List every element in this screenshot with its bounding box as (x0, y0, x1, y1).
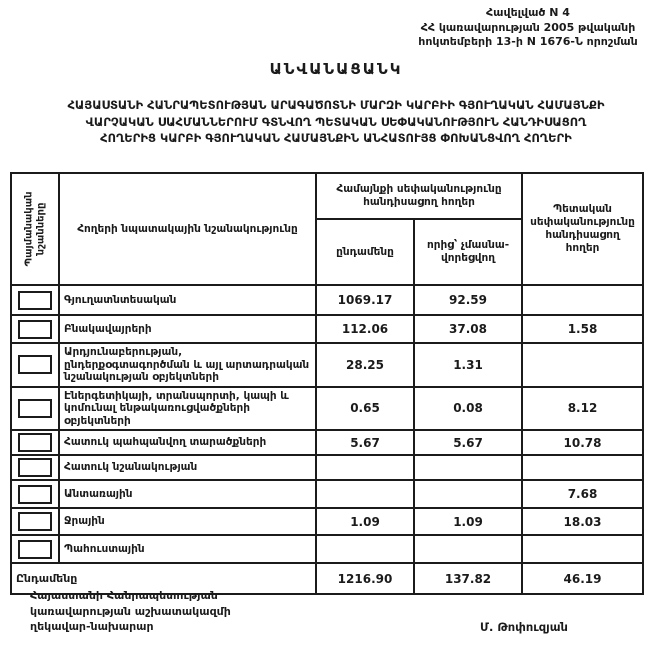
state-value (521, 454, 645, 481)
appendix-header: Հավելված N 4 ՀՀ կառավարության 2005 թվակա… (400, 6, 656, 50)
signatory-name: Մ. Թոփուզյան (480, 620, 568, 634)
table-row: Անտառային 7.68 (10, 479, 645, 509)
total-nonprivatizable-value: 137.82 (412, 562, 524, 595)
total-state-value: 46.19 (521, 562, 645, 595)
legend-box-icon (18, 290, 52, 310)
state-value: 8.12 (521, 385, 645, 431)
document-subtitle: ՀԱՅԱՍՏԱՆԻ ՀԱՆՐԱՊԵՏՈՒԹՅԱՆ ԱՐԱԳԱԾՈՏՆԻ ՄԱՐԶ… (0, 97, 672, 147)
row-label: Բնակավայրերի (58, 314, 317, 344)
community-total-value: 112.06 (315, 314, 415, 344)
nonprivatizable-value (412, 454, 524, 481)
nonprivatizable-value (412, 534, 524, 564)
nonprivatizable-value: 5.67 (412, 429, 524, 456)
col-header-nonprivatizable: որից՝ չմասնա- վորեցվող (412, 218, 524, 286)
table-row: Հատուկ նշանակության (10, 454, 645, 481)
row-label: Պահուստային (58, 534, 317, 564)
nonprivatizable-value (412, 479, 524, 509)
nonprivatizable-value: 37.08 (412, 314, 524, 344)
state-value (521, 534, 645, 564)
symbol-cell (10, 507, 60, 536)
state-value: 1.58 (521, 314, 645, 344)
subtitle-line: ՎԱՐՉԱԿԱՆ ՍԱՀՄԱՆՆԵՐՈՒՄ ԳՏՆՎՈՂ ՊԵՏԱԿԱՆ ՍԵՓ… (85, 114, 587, 129)
table-row: Արդյունաբերության, ընդերքօգտագործման և ա… (10, 342, 645, 388)
symbol-cell (10, 534, 60, 564)
row-label: Էներգետիկայի, տրանսպորտի, կապի և կոմունա… (58, 385, 317, 431)
col-header-symbols-label: Պայմանական նշանները (23, 191, 47, 267)
symbol-cell (10, 284, 60, 316)
state-value (521, 342, 645, 388)
total-community-value: 1216.90 (315, 562, 415, 595)
symbol-cell (10, 479, 60, 509)
signatory-title-line: Հայաստանի Հանրապետության (30, 589, 218, 602)
row-label: Արդյունաբերության, ընդերքօգտագործման և ա… (58, 342, 317, 388)
community-total-value (315, 534, 415, 564)
state-value: 10.78 (521, 429, 645, 456)
total-label: Ընդամենը (10, 562, 317, 595)
legend-box-icon (18, 319, 52, 339)
appendix-line: ՀՀ կառավարության 2005 թվականի (420, 20, 636, 34)
legend-box-icon (18, 355, 52, 375)
table-row: Գյուղատնտեսական 1069.17 92.59 (10, 284, 645, 316)
symbol-cell (10, 314, 60, 344)
row-label: Հատուկ նշանակության (58, 454, 317, 481)
col-header-symbols: Պայմանական նշանները (10, 172, 60, 286)
legend-box-icon (18, 398, 52, 418)
legend-box-icon (18, 433, 52, 452)
nonprivatizable-value: 0.08 (412, 385, 524, 431)
page-title: ԱՆՎԱՆԱՑԱՆԿ (269, 60, 403, 78)
col-header-state: Պետական սեփականությունը հանդիսացող հողեր (521, 172, 645, 286)
table-row: Պահուստային (10, 534, 645, 564)
community-total-value: 1069.17 (315, 284, 415, 316)
symbol-cell (10, 385, 60, 431)
subtitle-line: ՀԱՅԱՍՏԱՆԻ ՀԱՆՐԱՊԵՏՈՒԹՅԱՆ ԱՐԱԳԱԾՈՏՆԻ ՄԱՐԶ… (67, 98, 605, 112)
legend-box-icon (18, 484, 52, 504)
row-label: Անտառային (58, 479, 317, 509)
row-label: Հատուկ պահպանվող տարածքների (58, 429, 317, 456)
row-label: Ջրային (58, 507, 317, 536)
community-total-value: 28.25 (315, 342, 415, 388)
col-header-purpose: Հողերի նպատակային նշանակությունը (58, 172, 317, 286)
symbol-cell (10, 454, 60, 481)
nonprivatizable-value: 92.59 (412, 284, 524, 316)
symbol-cell (10, 429, 60, 456)
community-total-value (315, 454, 415, 481)
signatory-title-line: կառավարության աշխատակազմի (30, 604, 231, 618)
legend-box-icon (18, 512, 52, 531)
nonprivatizable-value: 1.09 (412, 507, 524, 536)
nonprivatizable-value: 1.31 (412, 342, 524, 388)
land-table: Պայմանական նշանները Հողերի նպատակային նշ… (10, 172, 645, 595)
state-value (521, 284, 645, 316)
table-row: Ջրային 1.09 1.09 18.03 (10, 507, 645, 536)
community-total-value: 0.65 (315, 385, 415, 431)
state-value: 7.68 (521, 479, 645, 509)
symbol-cell (10, 342, 60, 388)
state-value: 18.03 (521, 507, 645, 536)
row-label: Գյուղատնտեսական (58, 284, 317, 316)
table-row: Բնակավայրերի 112.06 37.08 1.58 (10, 314, 645, 344)
table-row: Հատուկ պահպանվող տարածքների 5.67 5.67 10… (10, 429, 645, 456)
signatory-title-line: ղեկավար-նախարար (30, 620, 154, 633)
community-total-value (315, 479, 415, 509)
signatory-title-block: Հայաստանի Հանրապետության կառավարության ա… (30, 588, 231, 635)
legend-box-icon (18, 458, 52, 477)
col-header-community-total: ընդամենը (315, 218, 415, 286)
legend-box-icon (18, 539, 52, 559)
community-total-value: 5.67 (315, 429, 415, 456)
appendix-line: Հավելված N 4 (486, 6, 570, 19)
table-row: Էներգետիկայի, տրանսպորտի, կապի և կոմունա… (10, 385, 645, 431)
subtitle-line: ՀՈՂԵՐԻՑ ԿԱՐԲԻ ԳՅՈՒՂԱԿԱՆ ՀԱՄԱՅՆՔԻՆ ԱՆՀԱՏՈ… (100, 131, 572, 145)
community-total-value: 1.09 (315, 507, 415, 536)
col-header-community-group: Համայնքի սեփականությունը հանդիսացող հողե… (314, 172, 524, 220)
total-row: Ընդամենը 1216.90 137.82 46.19 (10, 562, 645, 595)
appendix-line: հոկտեմբերի 13-ի N 1676-Ն որոշման (418, 35, 638, 48)
